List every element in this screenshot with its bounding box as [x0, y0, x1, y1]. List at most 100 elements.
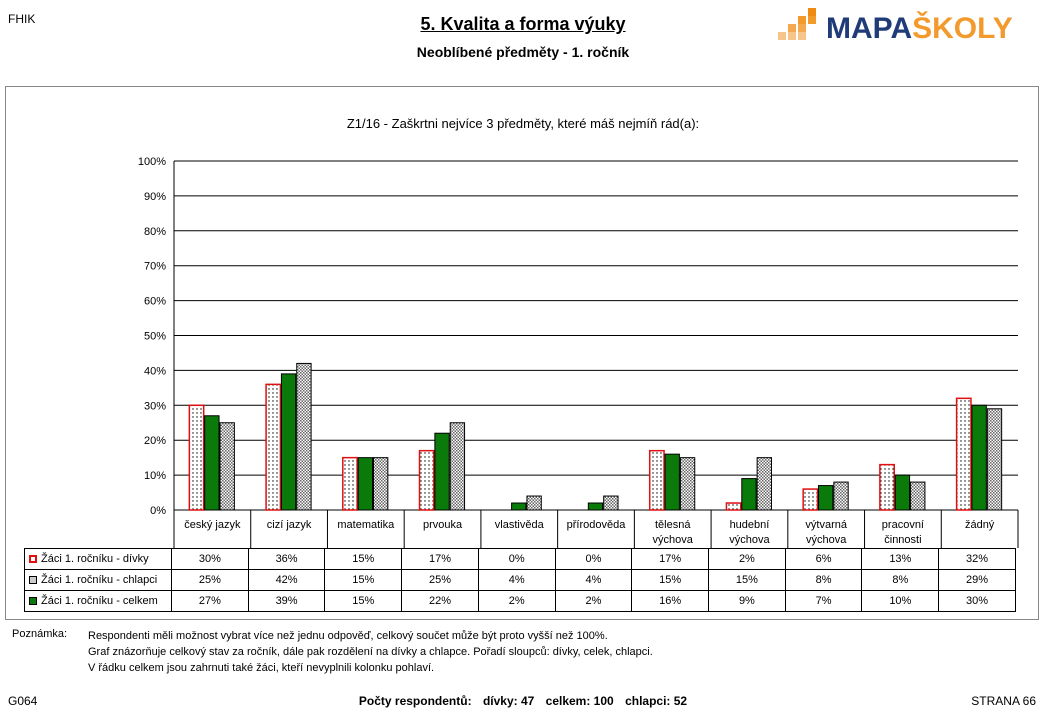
table-cell: 36% — [247, 548, 326, 570]
table-cell: 39% — [247, 590, 326, 612]
bar-girls — [802, 488, 819, 511]
note-line: Respondenti měli možnost vybrat více než… — [88, 630, 608, 642]
y-tick-label: 50% — [144, 331, 166, 343]
page-number: STRANA 66 — [971, 694, 1036, 708]
x-tick-label: prvouka — [423, 519, 463, 531]
note-line: V řádku celkem jsou zahrnuti také žáci, … — [88, 662, 435, 674]
respondents-label: Počty respondentů: — [358, 694, 472, 708]
table-cell: 42% — [247, 569, 326, 591]
bar-total — [741, 478, 757, 511]
table-cell: 6% — [784, 548, 863, 570]
x-tick-label: tělesná — [655, 519, 691, 531]
x-tick-label: výchova — [729, 534, 770, 546]
logo-text: MAPAŠKOLY — [826, 11, 1013, 42]
bar-total — [587, 502, 604, 511]
y-tick-label: 80% — [144, 226, 166, 238]
table-cell: 2% — [477, 590, 556, 612]
table-cell: 2% — [708, 548, 786, 570]
mapaskoly-logo: MAPAŠKOLY — [778, 8, 1013, 42]
bar-total — [511, 502, 527, 511]
bar-total — [664, 453, 680, 511]
bar-boys — [526, 495, 542, 511]
series-label: Žáci 1. ročníku - celkem — [24, 590, 172, 612]
x-tick-label: výchova — [653, 534, 694, 546]
page-title: 5. Kvalita a forma výuky — [420, 14, 626, 34]
table-cell: 15% — [324, 590, 403, 612]
table-cell: 8% — [861, 569, 940, 591]
bar-girls — [265, 383, 282, 511]
table-cell: 13% — [861, 548, 940, 570]
x-tick-label: matematika — [337, 519, 395, 531]
note-line: Graf znázorňuje celkový stav za ročník, … — [88, 646, 653, 658]
footer-code: G064 — [8, 694, 38, 708]
x-tick-label: český jazyk — [184, 519, 241, 531]
table-row: Žáci 1. ročníku - dívky 30% 36% 15% 17% 0% 0% 1… — [24, 548, 1016, 570]
y-tick-label: 60% — [144, 296, 166, 308]
bar-boys — [679, 457, 696, 511]
y-tick-label: 100% — [138, 156, 166, 168]
table-cell: 25% — [401, 569, 479, 591]
total-count: celkem: 100 — [545, 694, 614, 708]
y-tick-label: 20% — [144, 435, 166, 447]
chart-title: Z1/16 - Zaškrtni nejvíce 3 předměty, kte… — [346, 116, 700, 131]
bar-total — [357, 457, 373, 511]
chart-frame — [5, 86, 1039, 620]
bar-boys — [910, 481, 926, 511]
table-cell: 2% — [554, 590, 633, 612]
series-label: Žáci 1. ročníku - dívky — [24, 548, 172, 570]
table-cell: 10% — [861, 590, 940, 612]
bar-total — [280, 373, 297, 511]
y-tick-label: 70% — [144, 261, 166, 273]
x-tick-label: cizí jazyk — [267, 519, 312, 531]
series-name: Žáci 1. ročníku - dívky — [41, 553, 149, 565]
table-cell: 4% — [554, 569, 633, 591]
boys-count: chlapci: 52 — [625, 694, 688, 708]
bar-girls — [955, 397, 972, 511]
note-text: Respondenti měli možnost vybrat více než… — [88, 628, 653, 676]
x-tick-label: vlastivěda — [495, 519, 545, 531]
respondent-counts: Počty respondentů: dívky: 47 celkem: 100… — [0, 694, 1046, 708]
bar-total — [434, 432, 450, 511]
table-cell: 25% — [171, 569, 249, 591]
bar-total — [818, 485, 834, 511]
bar-total — [894, 474, 911, 511]
series-name: Žáci 1. ročníku - celkem — [41, 595, 158, 607]
x-tick-label: činnosti — [884, 534, 921, 546]
table-cell: 9% — [708, 590, 786, 612]
bar-boys — [449, 422, 466, 511]
table-cell: 30% — [171, 548, 249, 570]
bar-boys — [986, 408, 1003, 511]
bar-girls — [188, 404, 205, 511]
table-cell: 17% — [401, 548, 479, 570]
y-tick-label: 0% — [150, 505, 166, 517]
table-cell: 7% — [784, 590, 863, 612]
bar-boys — [372, 457, 389, 511]
x-tick-label: přírodověda — [567, 519, 627, 531]
x-tick-label: pracovní — [882, 519, 924, 531]
corner-code: FHIK — [8, 12, 36, 26]
bar-girls — [725, 502, 742, 511]
table-row: Žáci 1. ročníku - chlapci 25% 42% 15% 25% 4% 4… — [24, 569, 1016, 591]
bar-girls — [342, 456, 358, 511]
x-tick-label: výchova — [806, 534, 847, 546]
table-cell: 0% — [477, 548, 556, 570]
table-cell: 4% — [477, 569, 556, 591]
table-cell: 17% — [631, 548, 710, 570]
y-tick-label: 30% — [144, 400, 166, 412]
data-table: Žáci 1. ročníku - dívky 30% 36% 15% 17% 0% 0% 1… — [24, 548, 1016, 612]
logo-squares-icon — [778, 8, 816, 40]
table-cell: 15% — [631, 569, 710, 591]
x-tick-label: výtvarná — [805, 519, 847, 531]
table-cell: 16% — [631, 590, 710, 612]
y-tick-label: 10% — [144, 470, 166, 482]
table-cell: 15% — [708, 569, 786, 591]
bar-total — [204, 415, 220, 511]
x-tick-label: hudební — [730, 519, 770, 531]
legend-key-icon — [29, 597, 37, 606]
girls-count: dívky: 47 — [482, 694, 535, 708]
series-name: Žáci 1. ročníku - chlapci — [41, 574, 158, 586]
table-cell: 15% — [324, 548, 403, 570]
bar-girls — [879, 463, 895, 511]
table-cell: 29% — [938, 569, 1016, 591]
